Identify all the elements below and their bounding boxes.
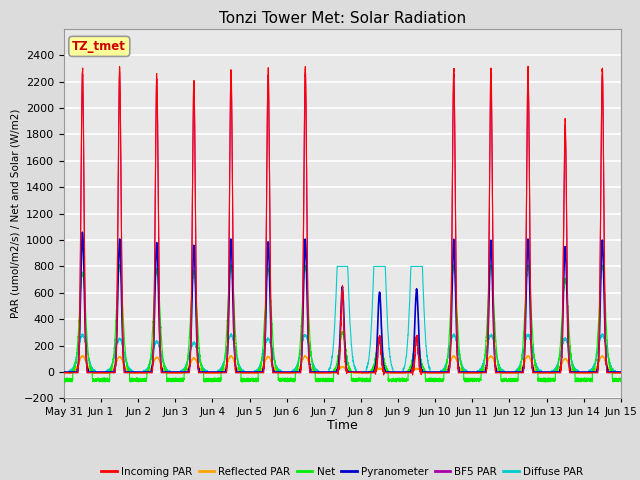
Y-axis label: PAR (umol/m2/s) / Net and Solar (W/m2): PAR (umol/m2/s) / Net and Solar (W/m2)	[11, 109, 21, 318]
X-axis label: Time: Time	[327, 419, 358, 432]
Title: Tonzi Tower Met: Solar Radiation: Tonzi Tower Met: Solar Radiation	[219, 11, 466, 26]
Legend: Incoming PAR, Reflected PAR, Net, Pyranometer, BF5 PAR, Diffuse PAR: Incoming PAR, Reflected PAR, Net, Pyrano…	[97, 463, 588, 480]
Text: TZ_tmet: TZ_tmet	[72, 40, 126, 53]
